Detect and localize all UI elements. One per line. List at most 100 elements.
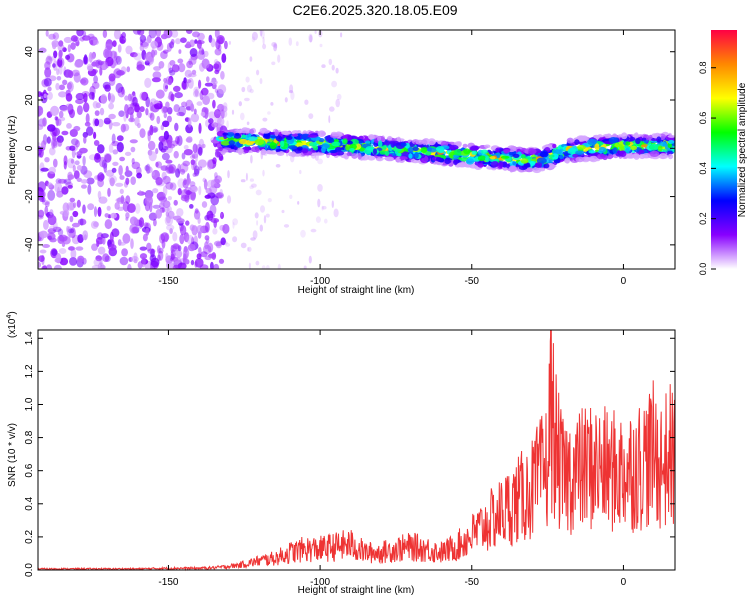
noise-cell xyxy=(119,175,125,180)
signal-cell xyxy=(399,156,408,160)
noise-cell xyxy=(144,60,150,66)
noise-cell xyxy=(125,177,130,185)
spectrogram-frame xyxy=(37,29,676,270)
noise-cell xyxy=(225,243,231,247)
signal-cell xyxy=(521,154,526,159)
noise-cell xyxy=(252,230,258,240)
signal-cell xyxy=(462,143,468,148)
noise-cell xyxy=(102,236,106,245)
noise-cell xyxy=(160,200,166,206)
noise-cell xyxy=(218,36,224,45)
noise-cell xyxy=(71,69,80,77)
signal-cell xyxy=(667,139,675,144)
noise-cell xyxy=(115,182,124,187)
noise-cell xyxy=(136,111,142,119)
noise-cell xyxy=(331,64,335,71)
noise-cell xyxy=(97,246,106,255)
noise-cell xyxy=(68,231,73,238)
noise-cell xyxy=(66,225,70,233)
noise-cell xyxy=(76,165,83,171)
y-tick-label: -40 xyxy=(24,237,35,252)
noise-cell xyxy=(93,140,100,146)
noise-cell xyxy=(47,228,56,234)
y-tick-label: 40 xyxy=(24,46,35,58)
noise-cell xyxy=(194,208,199,214)
noise-cell xyxy=(216,192,225,199)
signal-cell xyxy=(335,146,342,152)
noise-cell xyxy=(139,34,147,43)
signal-cell xyxy=(275,135,283,142)
noise-cell xyxy=(40,167,49,172)
noise-cell xyxy=(231,109,235,115)
noise-cell xyxy=(290,91,295,101)
noise-cell xyxy=(208,111,216,119)
noise-cell xyxy=(155,161,159,168)
noise-cell xyxy=(171,30,179,38)
noise-cell xyxy=(178,105,187,117)
noise-cell xyxy=(139,246,147,251)
colorbar-tick-label: 0.8 xyxy=(698,61,708,74)
noise-cell xyxy=(49,225,57,231)
noise-cell xyxy=(251,36,256,43)
noise-cell xyxy=(213,263,220,269)
signal-cell xyxy=(619,150,627,157)
noise-cell xyxy=(196,39,202,49)
noise-cell xyxy=(70,35,78,42)
noise-cell xyxy=(165,101,170,109)
signal-cell xyxy=(407,146,414,153)
noise-cell xyxy=(190,190,196,201)
noise-cell xyxy=(187,243,196,252)
noise-cell xyxy=(118,110,125,117)
signal-cell xyxy=(414,152,419,159)
noise-cell xyxy=(126,66,131,73)
noise-cell xyxy=(198,47,204,55)
signal-cell xyxy=(396,152,402,157)
noise-cell xyxy=(187,117,192,128)
noise-cell xyxy=(331,80,337,88)
noise-cell xyxy=(255,189,262,196)
signal-cell xyxy=(512,153,520,158)
noise-cell xyxy=(80,179,88,184)
noise-cell xyxy=(47,86,52,92)
noise-cell xyxy=(99,107,105,116)
noise-cell xyxy=(184,259,190,265)
noise-cell xyxy=(111,133,116,144)
signal-cell xyxy=(276,151,285,156)
y-tick-label: 20 xyxy=(24,94,35,106)
signal-cell xyxy=(470,145,480,151)
signal-cell xyxy=(595,135,600,140)
noise-cell xyxy=(220,105,228,113)
noise-cell xyxy=(52,60,58,71)
noise-cell xyxy=(97,206,102,217)
signal-cell xyxy=(625,141,631,146)
noise-cell xyxy=(218,258,225,264)
signal-cell xyxy=(479,145,486,149)
noise-cell xyxy=(100,233,109,239)
noise-cell xyxy=(70,248,77,260)
noise-cell xyxy=(321,205,324,211)
noise-cell xyxy=(108,143,114,153)
noise-cell xyxy=(69,145,76,151)
signal-cell xyxy=(381,145,387,150)
noise-cell xyxy=(173,104,180,113)
signal-cell xyxy=(427,138,436,146)
noise-cell xyxy=(219,189,223,196)
signal-cell xyxy=(331,141,341,147)
noise-cell xyxy=(52,32,60,40)
noise-cell xyxy=(165,159,173,164)
noise-cell xyxy=(74,60,83,68)
signal-cell xyxy=(576,144,586,150)
noise-cell xyxy=(174,257,182,264)
noise-cell xyxy=(101,159,108,169)
noise-cell xyxy=(128,117,136,123)
noise-cell xyxy=(220,70,225,80)
noise-cell xyxy=(118,165,123,176)
noise-cell xyxy=(57,178,67,184)
noise-cell xyxy=(210,218,220,223)
noise-cell xyxy=(160,232,170,242)
signal-cell xyxy=(639,153,646,160)
noise-cell xyxy=(107,92,111,102)
signal-cell xyxy=(444,158,451,164)
noise-cell xyxy=(254,212,259,219)
